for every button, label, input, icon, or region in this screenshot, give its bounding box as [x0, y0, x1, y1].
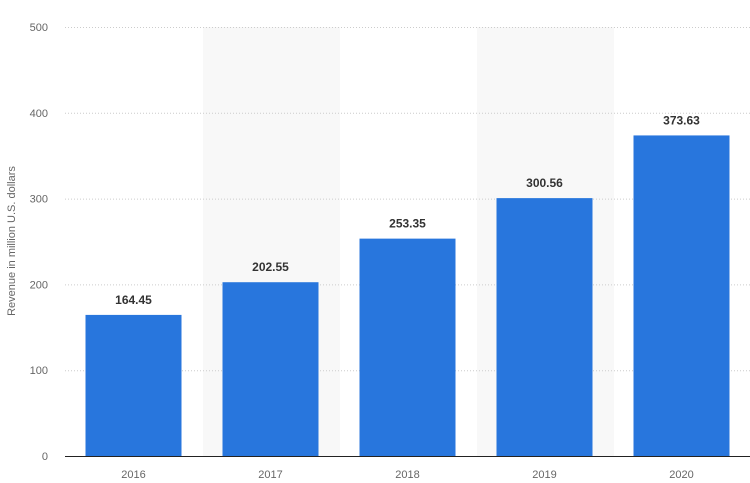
- bar-2020: [633, 135, 730, 456]
- x-tick-label: 2020: [669, 469, 693, 481]
- data-label: 253.35: [389, 217, 426, 231]
- data-label: 164.45: [115, 293, 152, 307]
- x-tick-label: 2017: [258, 469, 282, 481]
- data-label: 373.63: [663, 113, 700, 127]
- bar-2019: [496, 198, 593, 457]
- y-tick-label: 0: [42, 451, 48, 463]
- y-tick-label: 300: [30, 194, 48, 206]
- data-label: 202.55: [252, 260, 289, 274]
- x-tick-label: 2016: [121, 469, 145, 481]
- x-tick-label: 2018: [395, 469, 419, 481]
- y-tick-label: 100: [30, 365, 48, 377]
- bar-2016: [85, 314, 182, 456]
- bar-2018: [359, 238, 456, 456]
- y-tick-label: 400: [30, 108, 48, 120]
- y-tick-label: 200: [30, 279, 48, 291]
- x-tick-label: 2019: [532, 469, 556, 481]
- bar-2017: [222, 282, 319, 456]
- y-tick-label: 500: [30, 22, 48, 34]
- y-axis-label: Revenue in million U.S. dollars: [6, 166, 18, 316]
- data-label: 300.56: [526, 176, 563, 190]
